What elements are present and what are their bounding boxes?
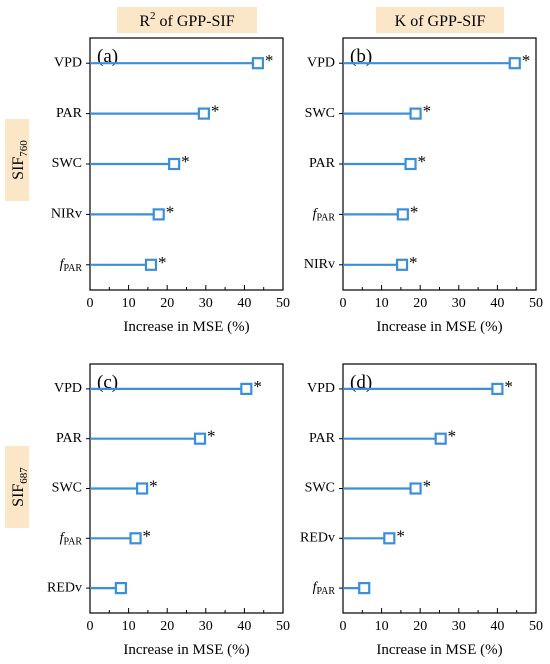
significance-asterisk: * [253, 377, 262, 396]
x-tick-label: 50 [276, 296, 290, 311]
square-marker [193, 432, 207, 445]
square-marker [508, 57, 521, 70]
x-axis-label: Increase in MSE (%) [123, 642, 249, 658]
significance-asterisk: * [448, 427, 457, 446]
x-axis-label: Increase in MSE (%) [123, 319, 249, 335]
y-tick-label: SWC [305, 106, 335, 121]
panel-label: (a) [97, 46, 118, 67]
square-marker [395, 258, 409, 271]
panel-label: (d) [350, 372, 372, 393]
square-marker [409, 107, 422, 120]
y-tick-label: REDv [47, 580, 82, 595]
y-tick-label: PAR [56, 106, 83, 121]
significance-asterisk: * [396, 526, 405, 545]
x-tick-label: 40 [237, 296, 251, 311]
x-tick-label: 20 [413, 619, 427, 634]
y-tick-label: PAR [56, 431, 83, 446]
square-marker [197, 107, 210, 120]
x-tick-label: 50 [529, 296, 543, 311]
significance-asterisk: * [265, 51, 274, 70]
square-marker [358, 581, 371, 595]
x-tick-label: 10 [122, 296, 136, 311]
x-tick-label: 50 [529, 619, 543, 634]
row-label: SIF687 [10, 467, 30, 507]
significance-asterisk: * [409, 253, 418, 272]
x-tick-label: 0 [87, 296, 94, 311]
y-tick-label: fPAR [60, 257, 83, 274]
y-tick-label: VPD [54, 55, 82, 70]
y-tick-label: PAR [309, 431, 336, 446]
significance-asterisk: * [181, 152, 190, 171]
x-axis-label: Increase in MSE (%) [376, 642, 502, 658]
y-tick-label: fPAR [313, 207, 336, 224]
y-tick-label: VPD [307, 55, 335, 70]
square-marker [152, 208, 165, 221]
y-tick-label: NIRv [304, 257, 335, 272]
significance-asterisk: * [149, 477, 158, 496]
y-tick-label: fPAR [313, 580, 336, 597]
x-tick-label: 30 [199, 296, 213, 311]
column-title-background [117, 7, 257, 33]
x-tick-label: 20 [160, 619, 174, 634]
x-tick-label: 10 [122, 619, 136, 634]
square-marker [168, 157, 181, 171]
square-marker [491, 382, 504, 395]
x-tick-label: 40 [490, 619, 504, 634]
x-tick-label: 40 [490, 296, 504, 311]
y-tick-label: NIRv [51, 207, 82, 222]
square-marker [240, 382, 253, 395]
square-marker [396, 208, 409, 221]
panel-label: (c) [97, 372, 118, 393]
square-marker [409, 482, 422, 495]
significance-asterisk: * [522, 51, 531, 70]
square-marker [251, 57, 265, 70]
x-axis-label: Increase in MSE (%) [376, 319, 502, 335]
y-tick-label: SWC [52, 156, 82, 171]
significance-asterisk: * [423, 102, 432, 121]
square-marker [114, 581, 127, 595]
x-tick-label: 0 [340, 619, 347, 634]
y-tick-label: VPD [54, 381, 82, 396]
square-marker [144, 258, 158, 271]
y-tick-label: SWC [305, 481, 335, 496]
column-title: R2 of GPP-SIF [139, 10, 234, 30]
panel-label: (b) [350, 46, 372, 67]
y-tick-label: PAR [309, 156, 336, 171]
significance-asterisk: * [418, 152, 427, 171]
x-tick-label: 30 [452, 296, 466, 311]
row-label: SIF760 [10, 140, 30, 180]
y-tick-label: SWC [52, 481, 82, 496]
x-tick-label: 20 [413, 296, 427, 311]
column-title: K of GPP-SIF [395, 13, 486, 30]
x-tick-label: 50 [276, 619, 290, 634]
significance-asterisk: * [207, 427, 216, 446]
y-tick-label: fPAR [60, 531, 83, 548]
square-marker [129, 532, 142, 545]
x-tick-label: 10 [375, 619, 389, 634]
row-label-background [5, 119, 29, 201]
square-marker [404, 157, 417, 171]
x-tick-label: 0 [340, 296, 347, 311]
significance-asterisk: * [423, 477, 432, 496]
x-tick-label: 30 [452, 619, 466, 634]
significance-asterisk: * [158, 253, 167, 272]
significance-asterisk: * [504, 377, 513, 396]
significance-asterisk: * [166, 202, 175, 221]
x-tick-label: 0 [87, 619, 94, 634]
significance-asterisk: * [143, 526, 152, 545]
x-tick-label: 10 [375, 296, 389, 311]
y-tick-label: VPD [307, 381, 335, 396]
column-title-background [376, 7, 504, 33]
square-marker [136, 482, 149, 495]
x-tick-label: 20 [160, 296, 174, 311]
x-tick-label: 40 [237, 619, 251, 634]
x-tick-label: 30 [199, 619, 213, 634]
significance-asterisk: * [211, 102, 220, 121]
square-marker [434, 432, 447, 445]
square-marker [383, 532, 396, 545]
y-tick-label: REDv [300, 531, 335, 546]
row-label-background [5, 446, 29, 528]
significance-asterisk: * [410, 202, 419, 221]
